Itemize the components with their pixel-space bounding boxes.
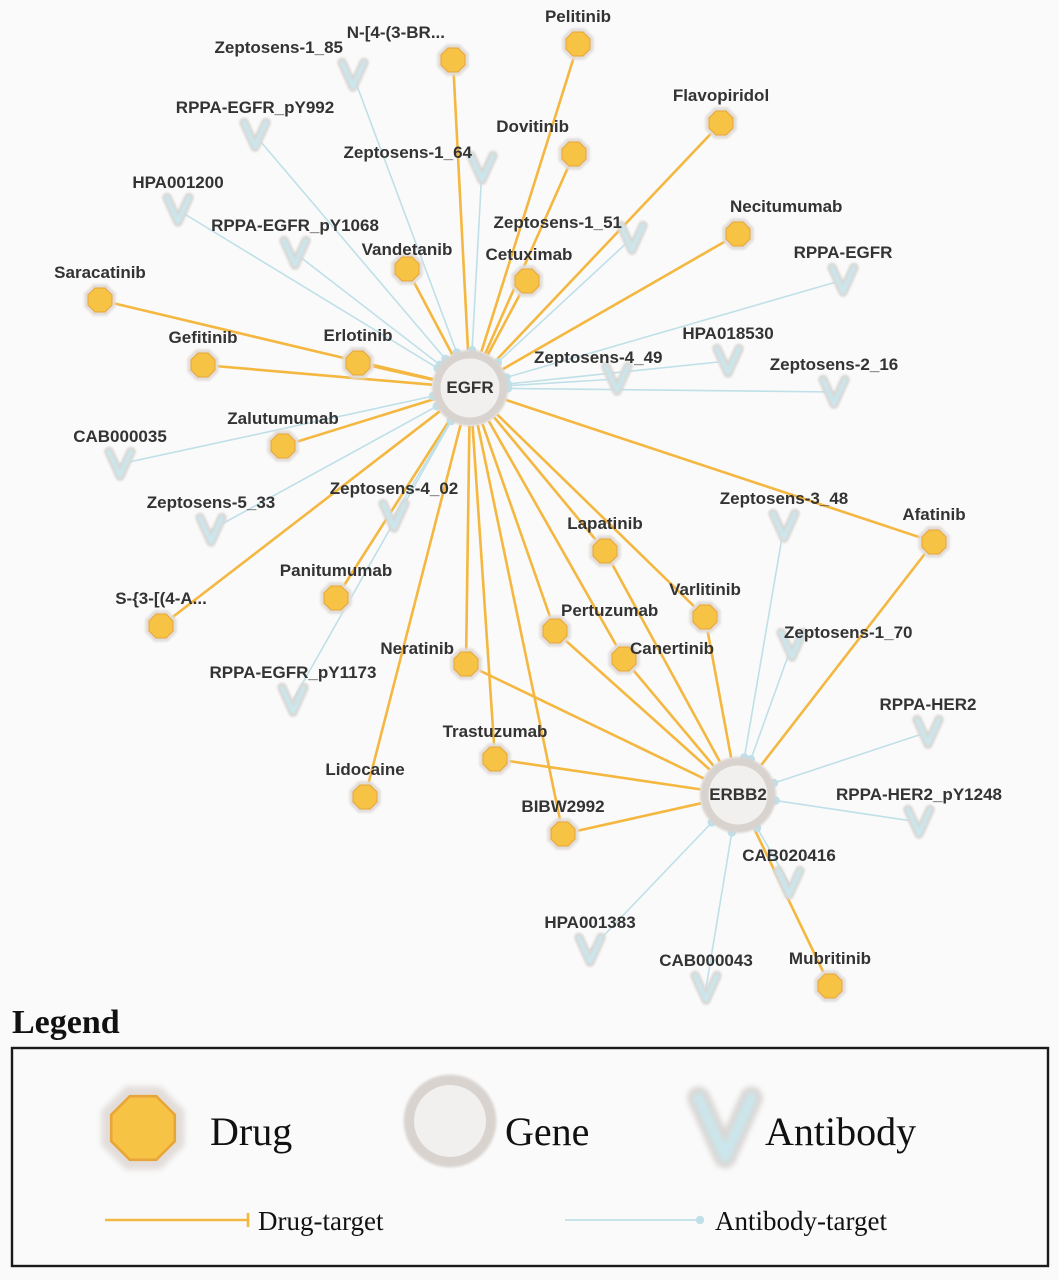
- svg-text:Antibody-target: Antibody-target: [715, 1206, 887, 1236]
- svg-text:Zeptosens-4_49: Zeptosens-4_49: [534, 348, 663, 367]
- svg-text:Zalutumumab: Zalutumumab: [227, 409, 338, 428]
- svg-text:Zeptosens-3_48: Zeptosens-3_48: [720, 489, 849, 508]
- svg-text:Zeptosens-2_16: Zeptosens-2_16: [770, 355, 899, 374]
- svg-text:Pelitinib: Pelitinib: [545, 7, 611, 26]
- svg-text:RPPA-EGFR_pY992: RPPA-EGFR_pY992: [176, 98, 334, 117]
- svg-text:Zeptosens-5_33: Zeptosens-5_33: [147, 493, 276, 512]
- svg-text:Varlitinib: Varlitinib: [669, 580, 741, 599]
- svg-text:Afatinib: Afatinib: [902, 505, 965, 524]
- svg-text:ERBB2: ERBB2: [709, 785, 767, 804]
- svg-text:Pertuzumab: Pertuzumab: [561, 601, 658, 620]
- svg-text:Zeptosens-4_02: Zeptosens-4_02: [330, 479, 459, 498]
- svg-text:Drug-target: Drug-target: [258, 1206, 384, 1236]
- svg-text:Flavopiridol: Flavopiridol: [673, 86, 769, 105]
- svg-text:Drug: Drug: [210, 1109, 292, 1154]
- svg-text:Legend: Legend: [12, 1004, 120, 1041]
- svg-text:Zeptosens-1_51: Zeptosens-1_51: [494, 213, 623, 232]
- svg-text:HPA001200: HPA001200: [132, 173, 223, 192]
- svg-text:Gefitinib: Gefitinib: [169, 328, 238, 347]
- svg-text:CAB020416: CAB020416: [742, 846, 836, 865]
- svg-text:S-{3-[(4-A...: S-{3-[(4-A...: [115, 589, 207, 608]
- svg-text:RPPA-EGFR_pY1173: RPPA-EGFR_pY1173: [210, 663, 377, 682]
- svg-text:RPPA-HER2: RPPA-HER2: [880, 695, 977, 714]
- svg-text:Lapatinib: Lapatinib: [567, 514, 643, 533]
- svg-text:Lidocaine: Lidocaine: [325, 760, 404, 779]
- svg-text:BIBW2992: BIBW2992: [521, 797, 604, 816]
- svg-text:Gene: Gene: [505, 1109, 589, 1154]
- svg-text:Antibody: Antibody: [765, 1109, 916, 1154]
- svg-text:Zeptosens-1_70: Zeptosens-1_70: [784, 623, 913, 642]
- svg-text:CAB000043: CAB000043: [659, 951, 753, 970]
- svg-text:Vandetanib: Vandetanib: [362, 240, 453, 259]
- svg-text:Necitumumab: Necitumumab: [730, 197, 842, 216]
- svg-text:EGFR: EGFR: [446, 378, 493, 397]
- svg-text:Canertinib: Canertinib: [630, 639, 714, 658]
- svg-text:Saracatinib: Saracatinib: [54, 263, 146, 282]
- svg-text:RPPA-EGFR_pY1068: RPPA-EGFR_pY1068: [211, 216, 379, 235]
- svg-text:RPPA-HER2_pY1248: RPPA-HER2_pY1248: [836, 785, 1002, 804]
- svg-text:RPPA-EGFR: RPPA-EGFR: [794, 243, 893, 262]
- svg-text:HPA001383: HPA001383: [544, 913, 635, 932]
- svg-text:HPA018530: HPA018530: [682, 324, 773, 343]
- svg-text:Erlotinib: Erlotinib: [324, 326, 393, 345]
- svg-text:Cetuximab: Cetuximab: [486, 245, 573, 264]
- svg-text:Mubritinib: Mubritinib: [789, 949, 871, 968]
- svg-text:Zeptosens-1_64: Zeptosens-1_64: [344, 143, 473, 162]
- svg-text:Neratinib: Neratinib: [380, 639, 454, 658]
- svg-text:N-[4-(3-BR...: N-[4-(3-BR...: [347, 23, 445, 42]
- svg-text:CAB000035: CAB000035: [73, 427, 167, 446]
- svg-text:Trastuzumab: Trastuzumab: [443, 722, 548, 741]
- svg-text:Dovitinib: Dovitinib: [496, 117, 569, 136]
- svg-text:Panitumumab: Panitumumab: [280, 561, 392, 580]
- svg-text:Zeptosens-1_85: Zeptosens-1_85: [215, 38, 344, 57]
